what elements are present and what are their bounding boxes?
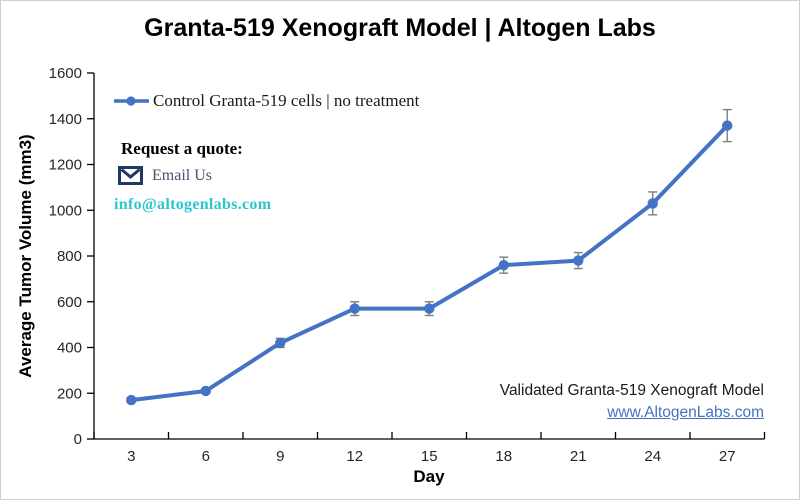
data-point — [275, 337, 286, 349]
x-axis-title: Day — [413, 467, 445, 486]
x-tick-label: 9 — [276, 448, 284, 465]
y-axis-title: Average Tumor Volume (mm3) — [16, 134, 35, 378]
y-tick-label: 0 — [74, 431, 82, 448]
y-tick-label: 1200 — [49, 157, 82, 174]
y-tick-label: 400 — [57, 340, 82, 357]
email-link-label: Email Us — [152, 166, 212, 184]
data-point — [424, 303, 435, 314]
y-tick-label: 1000 — [49, 202, 82, 219]
x-tick-label: 6 — [202, 448, 210, 465]
x-tick-label: 27 — [719, 448, 736, 465]
x-tick-label: 15 — [421, 448, 438, 465]
data-point — [647, 198, 658, 209]
x-tick-label: 3 — [127, 448, 135, 465]
data-point — [126, 394, 137, 406]
envelope-icon — [118, 166, 143, 185]
series-line — [129, 123, 730, 403]
y-tick-label: 1400 — [49, 111, 82, 128]
legend: Control Granta-519 cells | no treatment — [113, 91, 419, 111]
x-tick-label: 18 — [495, 448, 512, 465]
chart-title: Granta-519 Xenograft Model | Altogen Lab… — [144, 14, 656, 42]
data-point — [573, 255, 584, 266]
y-tick-label: 600 — [57, 294, 82, 311]
y-tick-label: 200 — [57, 385, 82, 402]
y-tick-label: 800 — [57, 248, 82, 265]
x-tick-label: 24 — [644, 448, 661, 465]
email-us-link[interactable]: Email Us — [118, 166, 212, 185]
validation-note: Validated Granta-519 Xenograft Model — [499, 382, 764, 399]
x-tick-label: 12 — [346, 448, 363, 465]
website-link[interactable]: www.AltogenLabs.com — [607, 404, 764, 421]
data-point — [200, 385, 211, 397]
quote-heading: Request a quote: — [121, 139, 243, 158]
y-tick-label: 1600 — [49, 65, 82, 82]
data-point — [349, 303, 360, 314]
legend-line-marker-icon — [114, 96, 149, 106]
email-address-link[interactable]: info@altogenlabs.com — [114, 196, 272, 213]
legend-label: Control Granta-519 cells | no treatment — [153, 91, 420, 110]
data-point — [722, 120, 733, 131]
data-point — [498, 259, 509, 271]
x-tick-label: 21 — [570, 448, 587, 465]
